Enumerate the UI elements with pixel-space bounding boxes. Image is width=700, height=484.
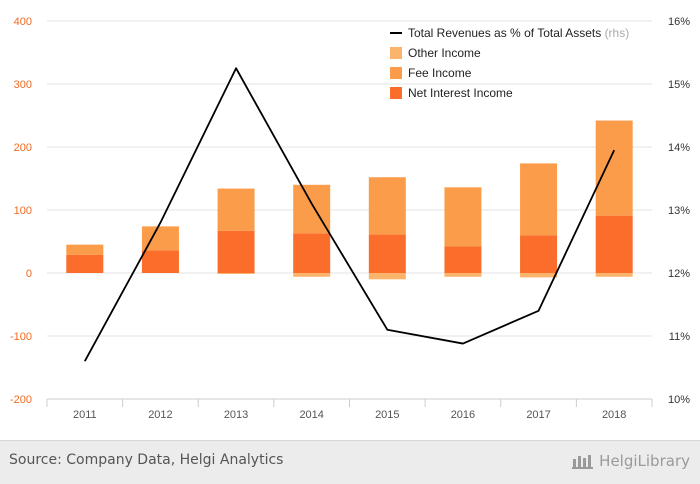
legend-label: Total Revenues as % of Total Assets (rhs…	[408, 26, 629, 40]
bar	[444, 187, 482, 247]
x-tick-label: 2012	[148, 409, 172, 421]
y-right-tick-label: 11%	[669, 331, 690, 343]
bar	[368, 234, 406, 273]
chart: -200 -100 0 100 200 300 400 10% 11% 12% 13% 14% 15% 1…	[10, 16, 690, 421]
brand-name: HelgiLibrary	[599, 452, 690, 470]
y-right-tick-label: 14%	[668, 142, 690, 154]
y-left-tick-label: 300	[14, 79, 32, 91]
legend-label: Other Income	[408, 46, 481, 60]
bar	[217, 273, 255, 274]
bar	[293, 233, 331, 273]
legend-swatch	[390, 87, 402, 99]
y-right-tick-label: 10%	[668, 394, 690, 406]
y-right-tick-label: 16%	[668, 16, 690, 28]
bar	[595, 215, 633, 273]
legend-swatch	[390, 67, 402, 79]
y-right-tick-label: 12%	[668, 268, 690, 280]
legend-suffix: (rhs)	[605, 26, 630, 40]
legend-label: Net Interest Income	[408, 86, 513, 100]
bar	[217, 230, 255, 273]
y-left-tick-label: 100	[14, 205, 32, 217]
brand-logo: HelgiLibrary	[572, 452, 690, 470]
y-left-tick-label: -200	[10, 394, 32, 406]
legend-swatch	[390, 47, 402, 59]
bar	[444, 246, 482, 273]
bar	[444, 273, 482, 277]
bar	[141, 226, 179, 251]
y-left-tick-label: 200	[14, 142, 32, 154]
y-left-tick-label: -100	[10, 331, 32, 343]
y-right-tick-label: 15%	[668, 79, 690, 91]
bar	[595, 120, 633, 216]
y-right-tick-label: 13%	[668, 205, 690, 217]
x-tick-label: 2015	[375, 409, 399, 421]
bar	[141, 250, 179, 273]
x-tick-label: 2013	[224, 409, 248, 421]
x-tick-label: 2018	[602, 409, 626, 421]
y-left-tick-label: 400	[14, 16, 32, 28]
x-tick-label: 2016	[451, 409, 475, 421]
y-left-tick-label: 0	[26, 268, 32, 280]
x-tick-label: 2017	[526, 409, 550, 421]
bar	[217, 188, 255, 231]
bar	[368, 177, 406, 235]
footer: Source: Company Data, Helgi Analytics He…	[0, 440, 700, 484]
bar	[520, 163, 558, 236]
bar	[520, 235, 558, 273]
line-series	[84, 67, 616, 362]
bar	[66, 254, 104, 273]
source-note: Source: Company Data, Helgi Analytics	[9, 452, 284, 468]
x-tick-label: 2014	[299, 409, 323, 421]
bar	[368, 273, 406, 280]
library-icon	[572, 455, 594, 469]
bar	[520, 273, 558, 278]
bar	[293, 273, 331, 277]
legend-label: Fee Income	[408, 66, 472, 80]
bar	[595, 273, 633, 277]
x-tick-label: 2011	[73, 409, 97, 421]
bar	[66, 244, 104, 255]
